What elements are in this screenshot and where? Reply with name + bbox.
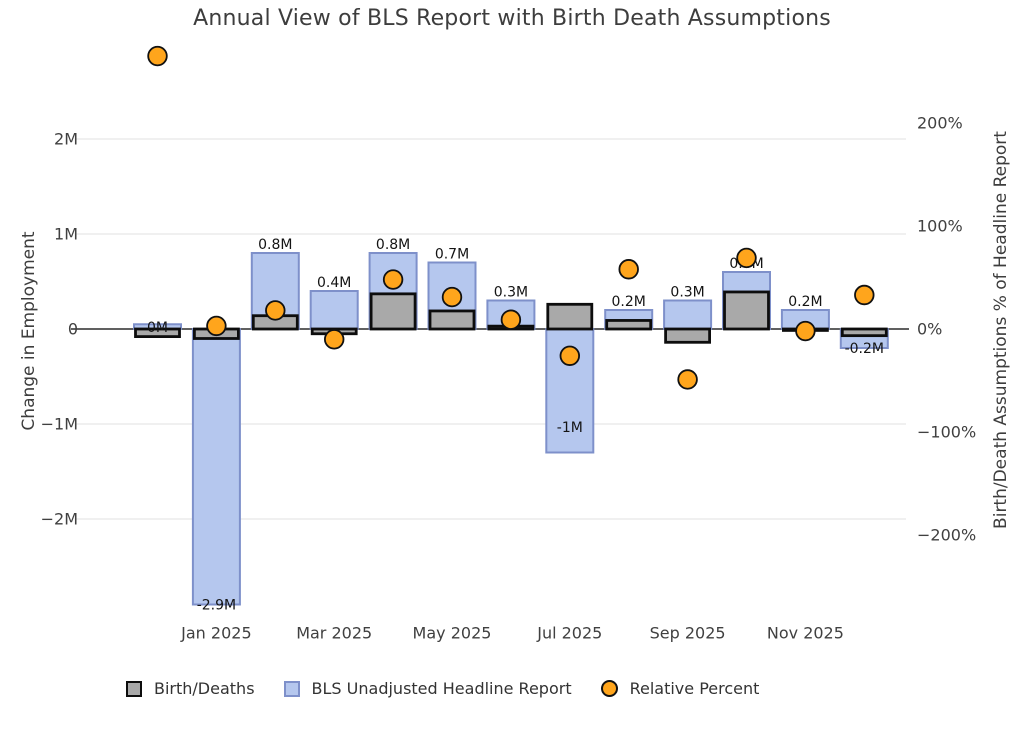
left-axis-title: Change in Employment — [19, 231, 39, 431]
bar-value-label: -1M — [557, 420, 583, 436]
relative-percent-swatch-icon — [600, 680, 618, 697]
relative-percent-dot[interactable] — [324, 329, 345, 350]
chart-title: Annual View of BLS Report with Birth Dea… — [193, 6, 831, 31]
birth-death-bar[interactable] — [546, 302, 594, 331]
left-axis-tick-label: 2M — [54, 130, 78, 149]
right-axis-title: Birth/Death Assumptions % of Headline Re… — [991, 131, 1011, 529]
right-axis-tick-label: −200% — [917, 526, 976, 545]
bar-value-label: 0.2M — [788, 294, 822, 310]
x-axis-tick-label: Sep 2025 — [650, 624, 726, 643]
x-axis-tick-label: Nov 2025 — [767, 624, 844, 643]
birth-death-bar[interactable] — [134, 327, 181, 338]
relative-percent-dot[interactable] — [265, 300, 286, 321]
right-axis-tick-label: 200% — [917, 114, 963, 133]
x-axis-tick-label: May 2025 — [413, 624, 492, 643]
birth-death-bar[interactable] — [428, 309, 476, 331]
relative-percent-dot[interactable] — [206, 315, 227, 337]
legend: Birth/Deaths BLS Unadjusted Headline Rep… — [126, 679, 759, 698]
relative-percent-dot[interactable] — [677, 369, 698, 390]
birth-deaths-swatch-icon — [126, 680, 142, 697]
bar-value-label: 0.8M — [376, 237, 410, 253]
legend-label-headline-report: BLS Unadjusted Headline Report — [311, 679, 572, 698]
left-axis-tick-label: 0 — [68, 320, 78, 339]
relative-percent-dot[interactable] — [736, 247, 757, 269]
relative-percent-dot[interactable] — [382, 269, 404, 290]
relative-percent-dot[interactable] — [854, 284, 875, 306]
bar-value-label: 0M — [147, 320, 168, 336]
headline-bar[interactable] — [663, 299, 713, 330]
birth-death-bar[interactable] — [664, 327, 711, 344]
birth-death-bar[interactable] — [369, 292, 417, 331]
legend-item-relative-percent[interactable]: Relative Percent — [600, 679, 760, 698]
relative-percent-dot[interactable] — [147, 45, 168, 67]
x-axis-tick-label: Jul 2025 — [536, 624, 602, 643]
bar-value-label: 0.4M — [317, 275, 351, 291]
relative-percent-dot[interactable] — [559, 345, 581, 366]
bar-value-label: -0.2M — [845, 341, 884, 357]
right-axis-tick-label: −100% — [917, 423, 976, 442]
bar-value-label: 0.7M — [435, 246, 469, 262]
legend-item-birth-deaths[interactable]: Birth/Deaths — [126, 679, 255, 698]
left-axis-tick-label: −1M — [41, 415, 78, 434]
bar-value-label: 0.8M — [258, 237, 292, 253]
right-axis-tick-label: 100% — [917, 217, 963, 236]
legend-item-headline-report[interactable]: BLS Unadjusted Headline Report — [283, 679, 572, 698]
bar-value-label: -2.9M — [197, 597, 236, 613]
bar-value-label: 0.3M — [494, 284, 528, 300]
birth-death-bar[interactable] — [840, 327, 888, 338]
relative-percent-dot[interactable] — [500, 309, 522, 330]
right-axis-tick-label: 0% — [917, 320, 942, 339]
birth-death-bar[interactable] — [605, 319, 653, 331]
x-axis-tick-label: Mar 2025 — [296, 624, 372, 643]
legend-label-birth-deaths: Birth/Deaths — [154, 679, 255, 698]
relative-percent-dot[interactable] — [618, 259, 639, 280]
birth-death-bar[interactable] — [723, 290, 770, 331]
relative-percent-dot[interactable] — [795, 320, 816, 342]
x-axis-tick-label: Jan 2025 — [180, 624, 251, 643]
headline-bar[interactable] — [309, 290, 359, 330]
legend-label-relative-percent: Relative Percent — [629, 679, 760, 698]
headline-report-swatch-icon — [283, 680, 300, 697]
left-axis-tick-label: 1M — [54, 225, 78, 244]
left-axis-tick-label: −2M — [41, 510, 78, 529]
bar-value-label: 0.3M — [670, 284, 704, 300]
bar-value-label: 0.2M — [612, 294, 646, 310]
headline-bar[interactable] — [191, 328, 241, 606]
relative-percent-dot[interactable] — [441, 286, 463, 308]
